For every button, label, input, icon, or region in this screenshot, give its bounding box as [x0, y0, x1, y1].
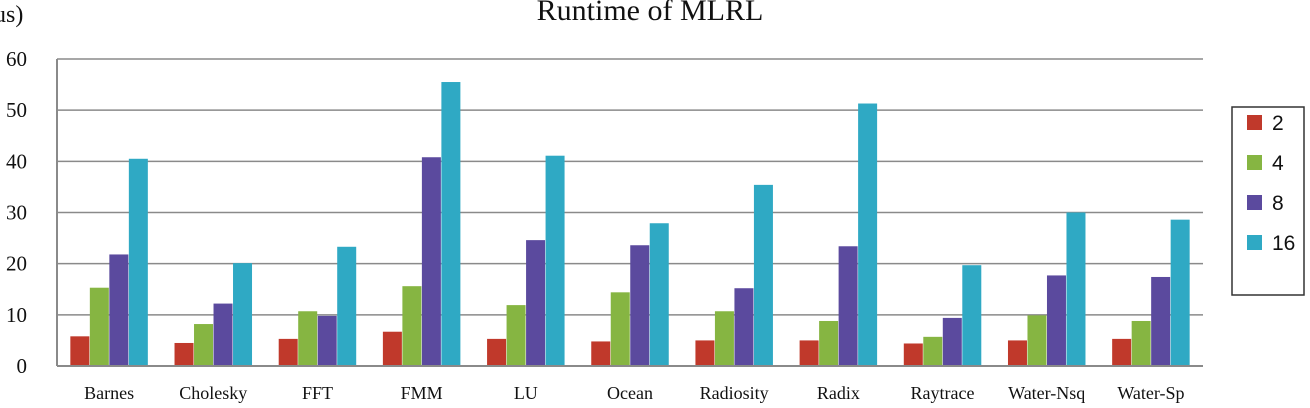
bar-fft-2: [278, 338, 298, 366]
y-tick-label: 60: [6, 47, 27, 71]
legend-swatch-4: [1247, 155, 1262, 170]
legend-label-4: 4: [1272, 152, 1284, 175]
x-tick-label: Water-Sp: [1117, 383, 1184, 403]
bar-water-sp-2: [1112, 338, 1132, 366]
bar-water-nsq-2: [1007, 340, 1027, 366]
bar-fft-16: [337, 246, 357, 366]
bar-water-nsq-8: [1046, 275, 1066, 366]
bar-radiosity-4: [714, 311, 734, 366]
bar-water-sp-8: [1151, 276, 1171, 366]
bar-fmm-2: [382, 331, 402, 366]
bar-barnes-16: [128, 158, 148, 366]
x-tick-label: FFT: [302, 383, 333, 403]
x-tick-label: Barnes: [84, 383, 134, 403]
bar-radix-8: [838, 246, 858, 366]
bar-water-sp-4: [1131, 320, 1151, 366]
legend-swatch-8: [1247, 195, 1262, 210]
bar-lu-2: [487, 338, 507, 366]
bar-ocean-16: [649, 223, 669, 366]
bar-water-nsq-16: [1066, 212, 1086, 366]
bar-radiosity-2: [695, 340, 715, 366]
y-tick-label: 0: [17, 354, 28, 378]
bar-fft-8: [317, 315, 337, 366]
bar-radiosity-8: [734, 288, 754, 366]
bar-radiosity-16: [753, 184, 773, 366]
y-tick-label: 30: [6, 201, 27, 225]
bar-fft-4: [298, 311, 318, 366]
bar-raytrace-16: [962, 265, 982, 366]
y-axis-ticks: 0 10 20 30 40 50 60: [6, 47, 27, 378]
y-tick-label: 50: [6, 98, 27, 122]
bar-raytrace-8: [942, 317, 962, 366]
legend-swatch-16: [1247, 235, 1262, 250]
bars: [70, 82, 1190, 367]
bar-lu-8: [526, 240, 546, 366]
x-tick-label: Raytrace: [911, 383, 975, 403]
bar-radix-2: [799, 340, 819, 366]
bar-cholesky-8: [213, 303, 233, 366]
x-tick-label: Cholesky: [179, 383, 247, 403]
y-tick-label: 20: [6, 252, 27, 276]
y-tick-label: 10: [6, 303, 27, 327]
bar-lu-4: [506, 305, 526, 366]
bar-radix-16: [858, 103, 878, 366]
bar-fmm-4: [402, 286, 422, 366]
x-tick-label: Radiosity: [700, 383, 769, 403]
gridlines: [57, 58, 1203, 316]
x-tick-label: Radix: [817, 383, 860, 403]
y-axis-label: us): [0, 2, 23, 28]
bar-cholesky-4: [194, 324, 214, 366]
x-axis-ticks: Barnes Cholesky FFT FMM LU Ocean Radiosity Radi…: [84, 383, 1184, 403]
bar-lu-16: [545, 155, 565, 366]
bar-barnes-2: [70, 336, 90, 366]
bar-water-sp-16: [1170, 219, 1190, 366]
bar-water-nsq-4: [1027, 315, 1047, 366]
x-tick-label: Water-Nsq: [1008, 383, 1085, 403]
bar-fmm-8: [421, 157, 441, 366]
bar-ocean-2: [591, 341, 611, 366]
bar-ocean-8: [630, 245, 650, 366]
bar-cholesky-2: [174, 342, 194, 366]
x-tick-label: LU: [514, 383, 538, 403]
x-tick-label: Ocean: [607, 383, 653, 403]
y-tick-label: 40: [6, 149, 27, 173]
chart-title: Runtime of MLRL: [537, 0, 764, 27]
bar-raytrace-2: [903, 343, 923, 366]
legend-box: [1231, 106, 1305, 296]
bar-barnes-4: [89, 287, 109, 366]
legend-label-16: 16: [1272, 232, 1295, 255]
bar-barnes-8: [109, 254, 129, 366]
bar-fmm-16: [441, 82, 461, 367]
legend: 2 4 8 16: [1231, 106, 1305, 296]
bar-raytrace-4: [923, 336, 943, 366]
bar-radix-4: [819, 320, 839, 366]
bar-ocean-4: [610, 292, 630, 366]
legend-swatch-2: [1247, 115, 1262, 130]
legend-label-2: 2: [1272, 112, 1284, 135]
x-tick-label: FMM: [401, 383, 443, 403]
legend-label-8: 8: [1272, 192, 1284, 215]
bar-cholesky-16: [233, 263, 253, 366]
